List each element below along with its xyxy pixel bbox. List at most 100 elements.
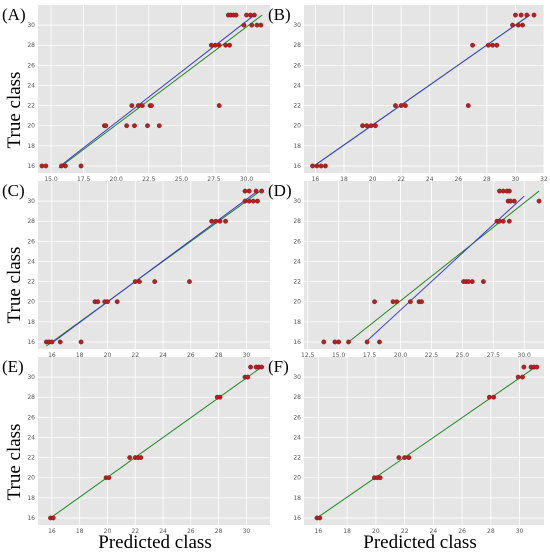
x-tick-label: 18 <box>340 176 348 183</box>
y-tick-label: 30 <box>27 22 35 29</box>
plot-background <box>304 357 544 525</box>
plot-background <box>304 181 544 349</box>
data-point <box>480 279 486 284</box>
x-tick-label: 30 <box>243 352 251 359</box>
x-tick-label: 22 <box>131 528 139 535</box>
y-tick-label: 28 <box>27 394 35 401</box>
panel-label: (D) <box>268 181 292 200</box>
y-tick-label: 22 <box>293 279 301 286</box>
data-point <box>364 123 370 129</box>
data-point <box>318 163 324 169</box>
data-point <box>360 123 365 129</box>
x-axis-title-right: Predicted class <box>363 532 476 553</box>
data-point <box>246 198 252 204</box>
y-tick-label: 16 <box>293 163 301 170</box>
y-tick-label: 18 <box>293 495 301 502</box>
data-point <box>377 475 383 481</box>
identity-line <box>50 366 262 519</box>
data-point <box>396 455 402 460</box>
y-tick-label: 18 <box>293 319 301 326</box>
data-point <box>242 188 248 194</box>
panel-label: (F) <box>268 357 289 376</box>
x-tick-label: 18 <box>343 528 351 535</box>
y-tick-label: 18 <box>27 143 35 150</box>
y-axis-title-row-1: True class <box>4 72 25 149</box>
y-axis-title-row-2: True class <box>4 247 25 324</box>
x-tick-label: 20.0 <box>110 176 124 183</box>
data-point <box>152 279 158 284</box>
panel-label: (C) <box>2 181 25 200</box>
data-point <box>216 42 222 48</box>
y-tick-label: 24 <box>27 258 35 265</box>
y-tick-label: 24 <box>293 434 301 441</box>
data-point <box>406 455 412 460</box>
data-point <box>510 22 515 28</box>
x-tick-label: 12.5 <box>301 352 315 359</box>
y-tick-label: 20 <box>293 123 301 130</box>
data-point <box>258 22 264 28</box>
data-point <box>364 339 370 345</box>
data-point <box>394 299 400 305</box>
x-tick-label: 22 <box>131 352 139 359</box>
x-tick-label: 20.0 <box>394 352 408 359</box>
x-tick-label: 17.5 <box>77 176 91 183</box>
data-point <box>145 123 150 129</box>
y-tick-label: 30 <box>293 22 301 29</box>
y-tick-label: 18 <box>27 495 35 502</box>
x-tick-label: 16 <box>48 528 56 535</box>
fit-line <box>52 190 258 343</box>
data-point <box>129 103 135 108</box>
data-point <box>515 22 521 28</box>
data-point <box>246 188 252 194</box>
y-tick-label: 28 <box>293 218 301 225</box>
data-point <box>241 22 247 28</box>
data-point <box>105 299 110 305</box>
y-axis-title-row-3: True class <box>4 424 25 501</box>
x-tick-label: 18 <box>76 352 84 359</box>
x-tick-label: 26 <box>458 528 466 535</box>
x-tick-label: 22.5 <box>142 176 156 183</box>
data-point <box>250 198 256 204</box>
panels: 15.0 17.5 20.0 22.5 25.0 27.5 30.0 16 18 20 22 24 26… <box>2 5 548 535</box>
data-point <box>372 299 377 305</box>
data-point <box>132 123 137 129</box>
y-tick-label: 30 <box>293 374 301 381</box>
data-point <box>217 394 223 400</box>
data-point <box>156 123 162 129</box>
data-point <box>132 279 138 284</box>
panel-label: (B) <box>268 5 291 24</box>
x-tick-label: 16 <box>312 176 320 183</box>
data-point <box>402 455 407 460</box>
data-point <box>518 12 524 18</box>
y-tick-label: 26 <box>27 238 35 245</box>
data-point <box>469 279 475 284</box>
chart-panel: 16 18 20 22 24 26 28 30 16 18 20 22 24 26 28 30 (F) <box>268 357 544 535</box>
data-point <box>78 339 84 345</box>
data-point <box>259 188 265 194</box>
data-point <box>323 163 328 169</box>
data-point <box>373 123 378 129</box>
data-point <box>407 299 413 305</box>
x-tick-label: 15.0 <box>44 176 58 183</box>
data-point <box>137 279 142 284</box>
data-point <box>49 339 55 345</box>
panel-label: (A) <box>2 5 26 24</box>
data-point <box>249 22 255 28</box>
data-point <box>531 12 537 18</box>
y-tick-label: 30 <box>293 198 301 205</box>
data-point <box>520 374 525 380</box>
data-point <box>245 374 251 380</box>
x-tick-label: 22 <box>401 528 409 535</box>
data-point <box>57 339 63 345</box>
data-point <box>43 163 49 169</box>
data-point <box>217 218 223 224</box>
data-point <box>393 103 398 108</box>
x-tick-label: 26 <box>454 176 462 183</box>
data-point <box>310 163 315 169</box>
x-tick-label: 16 <box>315 528 323 535</box>
data-point <box>317 515 323 521</box>
data-point <box>403 103 408 108</box>
x-tick-label: 27.5 <box>487 352 501 359</box>
y-tick-label: 20 <box>27 123 35 130</box>
chart-panel: 12.5 15.0 17.5 20.0 22.5 25.0 27.5 30.0 16 18 20 22… <box>268 181 544 359</box>
